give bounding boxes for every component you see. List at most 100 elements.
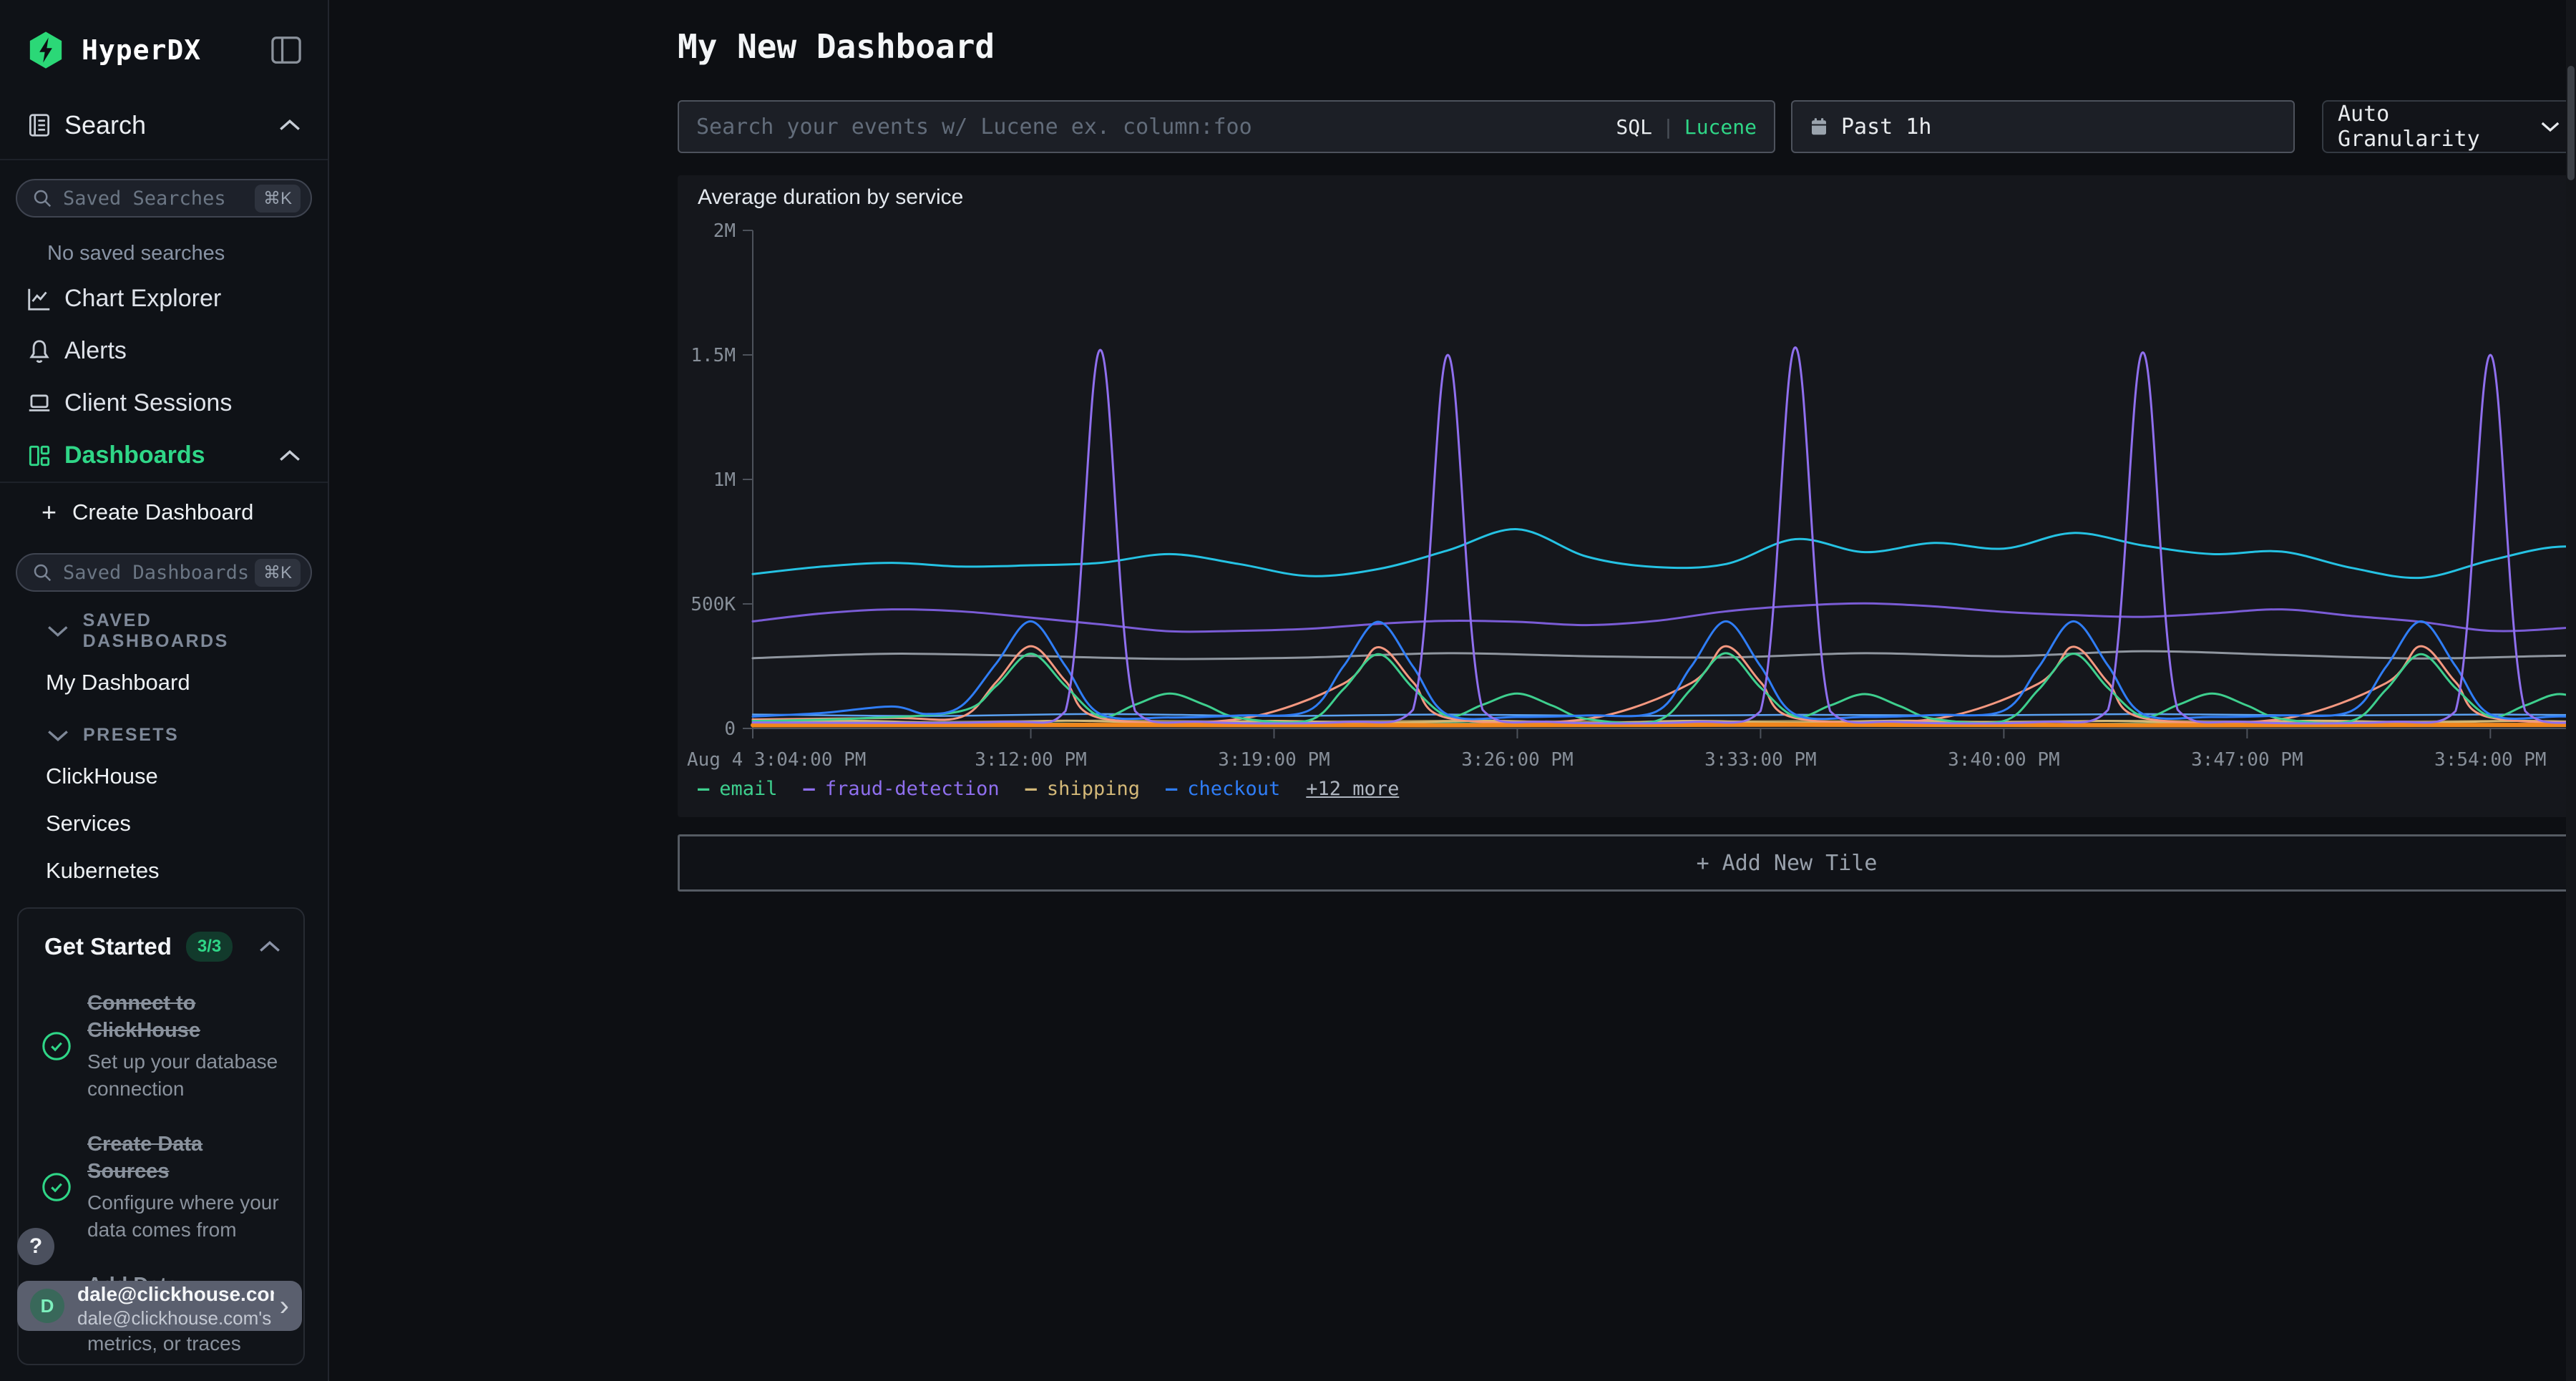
shortcut-badge: ⌘K <box>254 558 301 587</box>
legend-label: email <box>719 778 778 800</box>
legend-swatch: — <box>1165 778 1178 800</box>
get-started-header[interactable]: Get Started 3/3 <box>19 909 303 976</box>
laptop-icon <box>26 390 63 417</box>
chevron-down-icon <box>48 626 68 637</box>
check-circle-icon <box>40 990 87 1103</box>
sidebar-item-alerts[interactable]: Alerts <box>0 325 328 377</box>
checklist-item-title: Connect to ClickHouse <box>87 992 200 1042</box>
event-search-placeholder: Search your events w/ Lucene ex. column:… <box>696 114 1252 140</box>
time-range-value: Past 1h <box>1841 114 1932 140</box>
y-axis-label: 1M <box>713 469 736 491</box>
check-circle-icon <box>40 1131 87 1244</box>
create-dashboard-button[interactable]: + Create Dashboard <box>0 483 328 535</box>
sidebar-item-chart-explorer[interactable]: Chart Explorer <box>0 273 328 325</box>
y-axis-label: 500K <box>691 594 736 615</box>
sidebar-collapse-icon[interactable] <box>270 36 302 64</box>
sidebar-item-label: Dashboards <box>64 441 205 469</box>
chevron-up-icon <box>280 119 300 130</box>
user-menu[interactable]: D dale@clickhouse.com dale@clickhouse.co… <box>17 1281 302 1331</box>
saved-searches-placeholder: Saved Searches <box>63 187 226 210</box>
help-button[interactable]: ? <box>17 1228 54 1265</box>
avatar: D <box>30 1289 64 1323</box>
legend-swatch: — <box>803 778 815 800</box>
legend-item-email[interactable]: — email <box>698 778 778 800</box>
saved-dashboards-placeholder: Saved Dashboards <box>63 561 250 584</box>
legend-label: fraud-detection <box>824 778 1000 800</box>
page-title: My New Dashboard <box>678 27 995 66</box>
saved-dashboards-input[interactable]: Saved Dashboards ⌘K <box>16 553 312 592</box>
legend-item-fraud-detection[interactable]: — fraud-detection <box>804 778 1000 800</box>
event-search-input[interactable]: Search your events w/ Lucene ex. column:… <box>678 100 1775 153</box>
sidebar-item-label: Client Sessions <box>64 389 233 416</box>
tile-title: Average duration by service <box>698 185 964 209</box>
x-axis-label: Aug 4 3:04:00 PM <box>687 749 866 771</box>
chart-legend: — email — fraud-detection — shipping — checkout… <box>698 778 1399 800</box>
legend-item-checkout[interactable]: — checkout <box>1166 778 1280 800</box>
x-axis-label: 3:26:00 PM <box>1461 749 1574 771</box>
bell-icon <box>26 338 63 365</box>
lucene-mode-toggle[interactable]: Lucene <box>1684 114 1757 139</box>
chevron-up-icon <box>280 449 300 461</box>
chart-line-icon <box>26 286 63 313</box>
y-axis-label: 0 <box>724 718 736 740</box>
sidebar-item-search[interactable]: Search <box>0 92 328 159</box>
sidebar-item-dashboards[interactable]: Dashboards <box>0 429 328 482</box>
checklist-item-data-sources[interactable]: Create Data Sources Configure where your… <box>19 1117 303 1258</box>
sidebar-divider <box>0 482 328 483</box>
series-line-unlabeled-orange <box>751 722 2576 728</box>
checklist-item-description: Set up your database connection <box>87 1050 278 1101</box>
saved-searches-input[interactable]: Saved Searches ⌘K <box>16 179 312 218</box>
hyperdx-logo-icon <box>29 31 62 69</box>
x-axis-label: 3:47:00 PM <box>2191 749 2303 771</box>
dashboard-tile: Average duration by service 0 500K 1M 1.5M 2… <box>678 175 2576 817</box>
main-content: My New Dashboard Search your events w/ L… <box>329 0 2576 1381</box>
y-axis-label: 1.5M <box>691 345 736 366</box>
chevron-down-icon <box>2541 122 2560 132</box>
sidebar-item-clickhouse[interactable]: ClickHouse <box>46 763 158 789</box>
legend-label: shipping <box>1046 778 1140 800</box>
series-line-unlabeled-gray <box>751 650 2576 660</box>
sidebar-item-my-dashboard[interactable]: My Dashboard <box>46 670 190 695</box>
series-line-unlabeled-salmon <box>751 645 2576 724</box>
x-axis-label: 3:33:00 PM <box>1704 749 1817 771</box>
series-line-email <box>751 652 2576 725</box>
legend-item-shipping[interactable]: — shipping <box>1025 778 1140 800</box>
user-email: dale@clickhouse.com <box>77 1282 274 1305</box>
sql-mode-toggle[interactable]: SQL <box>1616 114 1652 139</box>
series-line-checkout <box>751 620 2576 721</box>
search-icon <box>34 190 52 208</box>
page-scrollbar[interactable] <box>2566 0 2576 1381</box>
get-started-progress-badge: 3/3 <box>185 932 233 962</box>
granularity-value: Auto Granularity <box>2338 102 2480 152</box>
calendar-icon <box>1812 118 1826 135</box>
sidebar-item-kubernetes[interactable]: Kubernetes <box>46 858 160 883</box>
scrollbar-thumb[interactable] <box>2567 66 2575 180</box>
time-range-picker[interactable]: Past 1h <box>1791 100 2295 153</box>
x-axis-label: 3:19:00 PM <box>1218 749 1330 771</box>
line-chart[interactable]: 0 500K 1M 1.5M 2M Aug 4 3:04:00 PM 3:12:00 PM 3… <box>678 175 2576 817</box>
add-new-tile-button[interactable]: + Add New Tile <box>678 834 2576 892</box>
legend-label: checkout <box>1187 778 1281 800</box>
sidebar-item-services[interactable]: Services <box>46 811 131 836</box>
chevron-down-icon <box>48 730 68 741</box>
section-label: SAVED DASHBOARDS <box>82 610 229 651</box>
sidebar-item-label: Chart Explorer <box>64 285 222 312</box>
granularity-select[interactable]: Auto Granularity <box>2322 100 2576 153</box>
legend-more-link[interactable]: +12 more <box>1306 778 1400 800</box>
plus-icon: + <box>42 497 57 527</box>
checklist-item-title: Create Data Sources <box>87 1132 203 1183</box>
checklist-item-connect[interactable]: Connect to ClickHouse Set up your databa… <box>19 976 303 1117</box>
section-saved-dashboards[interactable]: SAVED DASHBOARDS <box>0 592 328 659</box>
y-axis-label: 2M <box>713 220 736 242</box>
no-saved-searches-text: No saved searches <box>47 242 225 265</box>
mode-divider: | <box>1662 114 1674 139</box>
section-label: PRESETS <box>83 725 180 745</box>
get-started-title: Get Started <box>44 933 172 960</box>
sidebar-item-client-sessions[interactable]: Client Sessions <box>0 377 328 429</box>
x-axis-label: 3:12:00 PM <box>975 749 1087 771</box>
section-presets[interactable]: PRESETS <box>0 706 328 753</box>
dashboard-grid-icon <box>26 442 63 469</box>
x-axis-label: 3:54:00 PM <box>2434 749 2547 771</box>
brand-row: HyperDX <box>0 0 328 92</box>
